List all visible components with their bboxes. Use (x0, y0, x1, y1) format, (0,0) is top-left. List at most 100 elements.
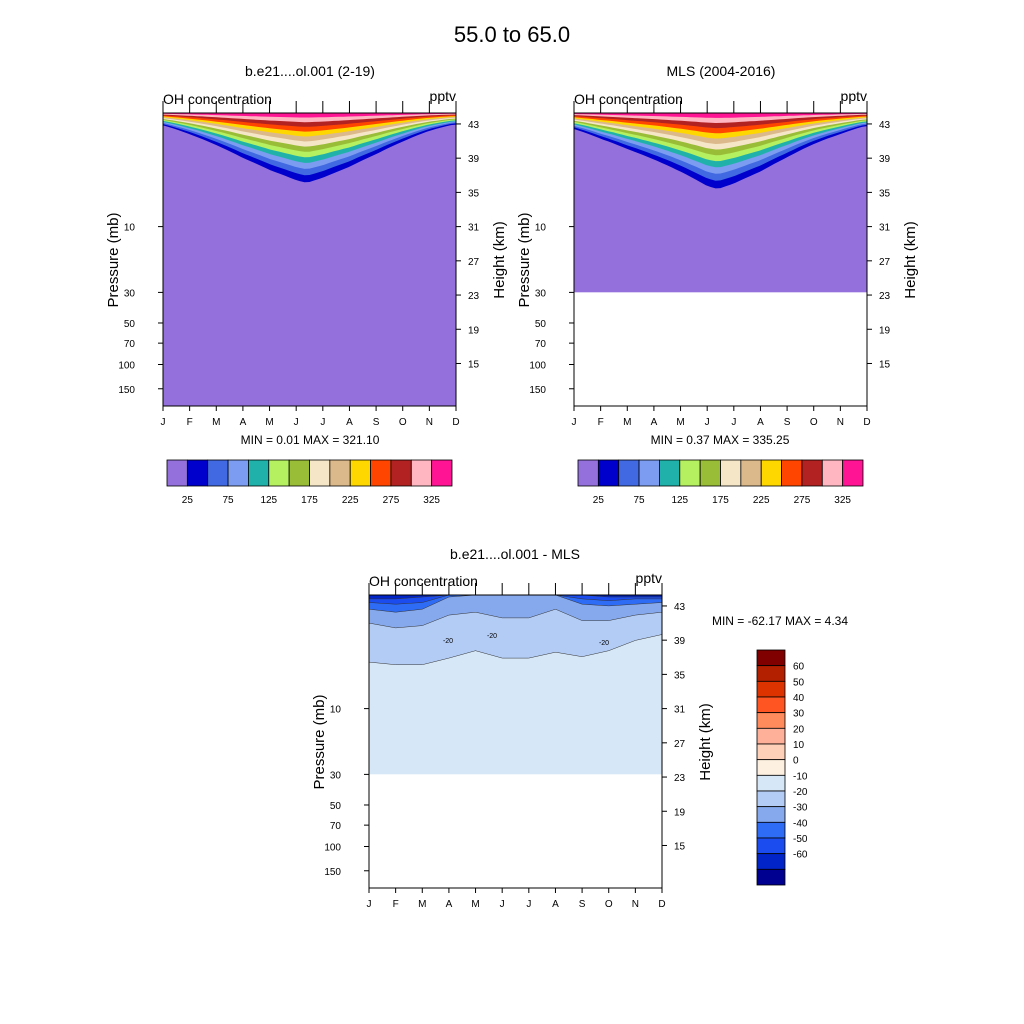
contour-band-minus40 (369, 595, 662, 605)
right-tick-label: 23 (468, 291, 480, 302)
colorbar: 60 50 40 30 20 10 0 -10 -20 -30 -40 -50 -60 (756, 649, 808, 886)
right-tick-label: 31 (879, 223, 891, 234)
x-tick-label: A (240, 417, 247, 428)
colorbar-swatch (186, 459, 209, 487)
colorbar-swatch (756, 790, 786, 808)
colorbar-swatch (781, 459, 803, 487)
y-tick-label: 100 (324, 842, 341, 853)
y-axis-label: Pressure (mb) (105, 212, 122, 307)
colorbar-swatch (842, 459, 864, 487)
colorbar-label: 0 (793, 756, 799, 767)
colorbar-swatch (288, 459, 310, 487)
colorbar-swatch (390, 459, 412, 487)
y-tick-label: 150 (118, 385, 135, 396)
contour-line-label: -20 (599, 640, 609, 647)
colorbar-swatch (760, 459, 782, 487)
y-tick-label: 100 (529, 360, 546, 371)
x-tick-label: A (651, 417, 658, 428)
right-tick-label: 43 (674, 602, 686, 613)
x-tick-label: M (623, 417, 631, 428)
y-tick-label: 30 (330, 770, 342, 781)
units-label: pptv (841, 88, 867, 104)
colorbar-swatch (801, 459, 823, 487)
x-tick-label: O (810, 417, 818, 428)
contour-plot (163, 113, 456, 406)
colorbar-swatch (329, 459, 351, 487)
x-tick-label: N (837, 417, 844, 428)
y-axis-label: Pressure (mb) (516, 212, 533, 307)
right-tick-label: 23 (674, 773, 686, 784)
plot-frame (573, 112, 868, 407)
right-tick-label: 15 (468, 359, 480, 370)
contour-plot: -20 -20 -20 (369, 595, 662, 888)
axis-ticks: J F M A M J J A S O N D 10 30 50 70 100 150 43 39 35 31 27 23 19… (324, 583, 686, 910)
colorbar-label: -20 (793, 787, 808, 798)
colorbar-label: 175 (301, 495, 318, 506)
right-tick-label: 43 (879, 120, 891, 131)
colorbar-label: 125 (671, 495, 688, 506)
colorbar-swatch (756, 759, 786, 776)
colorbar-label: 40 (793, 693, 805, 704)
x-tick-label: J (320, 417, 325, 428)
colorbar: 25 75 125 175 225 275 325 (577, 459, 864, 506)
x-tick-label: S (373, 417, 380, 428)
right-tick-label: 19 (879, 325, 891, 336)
colorbar-swatch (248, 459, 270, 487)
colorbar-swatch (431, 459, 453, 487)
colorbar-swatch (227, 459, 249, 487)
y-tick-label: 150 (529, 385, 546, 396)
right-tick-label: 35 (468, 188, 480, 199)
y-tick-label: 70 (330, 821, 342, 832)
colorbar-swatch (166, 459, 188, 487)
y-tick-label: 10 (330, 705, 342, 716)
plot-frame (162, 112, 457, 407)
x-tick-label: D (452, 417, 459, 428)
right-tick-label: 35 (879, 188, 891, 199)
colorbar-swatch (207, 459, 229, 487)
colorbar-label: 325 (834, 495, 851, 506)
x-tick-label: D (658, 899, 665, 910)
y-tick-label: 70 (535, 339, 547, 350)
colorbar-swatch (756, 837, 786, 855)
colorbar-label: 25 (182, 495, 194, 506)
colorbar-swatch (756, 868, 786, 886)
panel-title: MLS (2004-2016) (667, 63, 776, 79)
x-tick-label: M (265, 417, 273, 428)
y-tick-label: 50 (535, 319, 547, 330)
x-tick-label: A (552, 899, 559, 910)
colorbar-swatch (597, 459, 620, 487)
axis-ticks: J F M A M J J A S O N D 10 30 50 70 100 150 43 39 35 31 27 23 19… (529, 101, 891, 428)
x-tick-label: D (863, 417, 870, 428)
x-tick-label: J (294, 417, 299, 428)
colorbar-label: -10 (793, 771, 808, 782)
right-tick-label: 43 (468, 120, 480, 131)
colorbar-swatch (756, 665, 786, 682)
colorbar-label: 225 (753, 495, 770, 506)
colorbar-label: 25 (593, 495, 605, 506)
variable-label: OH concentration (163, 91, 272, 107)
x-tick-label: J (731, 417, 736, 428)
right-tick-label: 27 (468, 257, 480, 268)
colorbar-label: 275 (383, 495, 400, 506)
x-tick-label: O (399, 417, 407, 428)
colorbar-label: 60 (793, 662, 805, 673)
colorbar-swatch (618, 459, 640, 487)
y-tick-label: 150 (324, 867, 341, 878)
contour-band-325 (574, 113, 867, 118)
colorbar-swatch (756, 696, 786, 714)
right-tick-label: 31 (674, 705, 686, 716)
right-tick-label: 23 (879, 291, 891, 302)
contour-plot (574, 113, 867, 406)
colorbar-swatch (699, 459, 721, 487)
colorbar-swatch (720, 459, 742, 487)
colorbar-swatch (756, 727, 786, 745)
colorbar-swatch (821, 459, 844, 487)
y-tick-label: 50 (330, 801, 342, 812)
x-tick-label: J (367, 899, 372, 910)
plot-frame (368, 594, 663, 889)
colorbar-swatch (756, 806, 786, 823)
colorbar-label: 75 (223, 495, 235, 506)
x-tick-label: A (346, 417, 353, 428)
y-tick-label: 30 (535, 288, 547, 299)
min-max-stats: MIN = 0.01 MAX = 321.10 (241, 433, 380, 447)
